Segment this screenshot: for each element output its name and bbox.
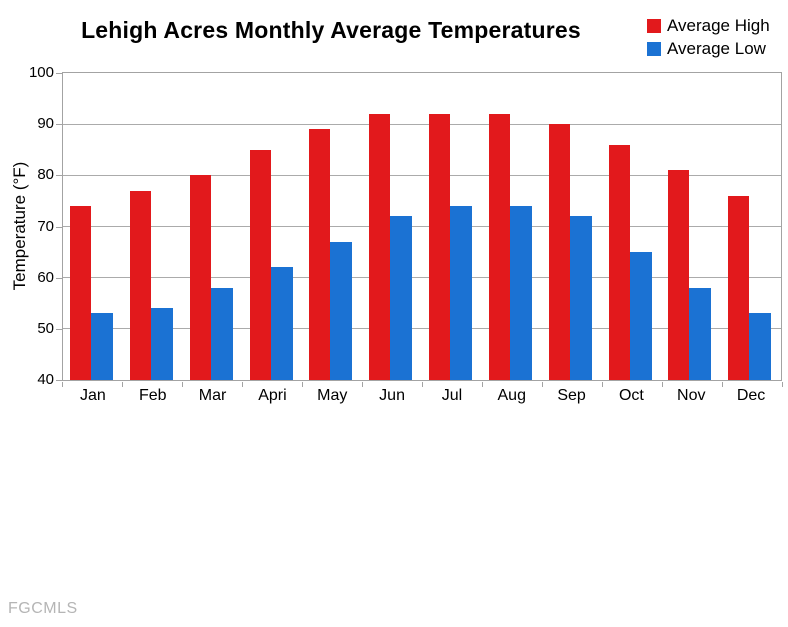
bar-group-may [302,73,362,380]
x-tick-label: Feb [138,387,167,404]
y-tick [56,277,62,279]
bar-high-may [309,129,331,380]
bar-high-feb [129,190,151,380]
y-tick-label: 80 [37,166,54,184]
y-tick [56,226,62,228]
legend-item-average-low: Average Low [647,39,770,59]
x-tick [242,382,243,387]
bar-group-jul [422,73,482,380]
bar-group-oct [602,73,662,380]
bar-low-feb [150,308,173,380]
y-tick-label: 60 [37,268,54,286]
bar-group-mar [183,73,243,380]
legend-swatch-average-high [647,19,661,33]
y-tick [56,124,62,126]
x-tick [182,382,183,387]
x-tick-label: Sep [557,387,586,404]
bar-low-nov [689,287,712,380]
bar-group-aug [482,73,542,380]
watermark: FGCMLS [8,600,78,617]
bar-group-nov [661,73,721,380]
y-tick-label: 40 [37,371,54,388]
gridline [63,328,781,330]
bar-low-jul [450,206,472,380]
bar-group-jan [63,73,123,380]
x-tick [62,382,63,387]
x-tick [542,382,543,387]
bar-low-sep [569,216,592,380]
bar-high-aug [488,113,510,380]
y-tick [56,380,62,381]
legend-item-average-high: Average High [647,16,770,36]
bar-low-aug [509,206,532,380]
bar-low-jun [390,216,413,380]
gridline [63,277,781,279]
y-tick [56,73,62,74]
legend-swatch-average-low [647,42,661,56]
x-tick [722,382,723,387]
x-tick-label: Jan [80,387,106,404]
x-tick [482,382,483,387]
x-tick [782,382,783,387]
x-tick [362,382,363,387]
bar-group-jun [362,73,422,380]
bar-high-mar [189,175,211,380]
x-tick [302,382,303,387]
y-tick-label: 70 [37,217,54,235]
x-tick [422,382,423,387]
bar-group-apri [243,73,303,380]
legend-label-average-high: Average High [667,16,770,35]
y-tick-label: 100 [28,64,54,81]
bar-high-nov [668,170,690,380]
x-tick-label: May [317,387,348,404]
x-tick-label: Dec [736,387,766,404]
bar-high-sep [548,124,570,380]
bar-group-feb [123,73,183,380]
bar-high-dec [728,195,750,380]
gridline [63,226,781,227]
bar-low-oct [629,252,652,380]
x-axis-labels: Jan Feb Mar Apri May Jun Jul Aug Sep Oct Nov Dec [63,387,781,409]
gridline [63,123,781,125]
x-tick-label: Oct [618,387,644,404]
bar-group-dec [721,73,781,380]
bar-low-jan [91,313,113,380]
bar-high-jun [369,113,391,380]
plot-area [62,72,782,381]
bar-high-apri [249,149,271,380]
x-tick-label: Aug [497,387,526,404]
x-tick-label: Jul [441,387,463,404]
bar-high-jan [70,206,91,380]
x-tick-label: Apri [258,387,287,404]
bar-low-mar [210,287,233,380]
bar-high-jul [429,113,450,380]
x-tick-label: Nov [677,387,706,404]
bar-group-sep [542,73,602,380]
y-tick-label: 50 [37,319,54,337]
y-tick [56,328,62,330]
bar-high-oct [608,144,630,380]
bar-low-may [330,241,353,380]
gridline [63,174,781,176]
bar-low-dec [749,313,772,380]
legend: Average High Average Low [647,16,770,59]
x-tick [122,382,123,387]
y-axis-labels: 100 90 80 70 60 50 40 [0,65,54,388]
x-tick-label: Jun [379,387,405,404]
legend-label-average-low: Average Low [667,39,766,58]
x-tick [602,382,603,387]
x-tick-label: Mar [198,387,227,404]
y-tick [56,175,62,177]
y-tick-label: 90 [37,115,54,133]
bar-low-apri [270,267,293,380]
x-tick [662,382,663,387]
chart-title: Lehigh Acres Monthly Average Temperature… [81,17,581,43]
